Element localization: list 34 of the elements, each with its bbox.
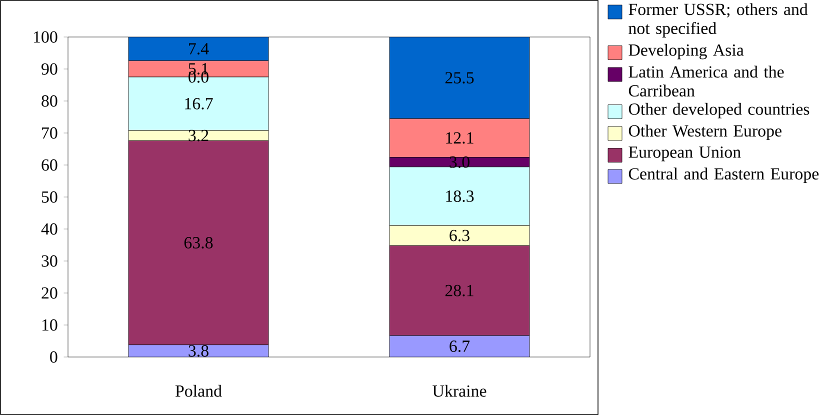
data-label: 6.7	[450, 340, 470, 352]
legend-label: Former USSR; others and not specified	[628, 3, 808, 38]
y-tick-label: 0	[50, 351, 58, 363]
data-label: 3.0	[450, 156, 470, 168]
y-tick-label: 100	[34, 31, 58, 43]
y-tick-label: 10	[42, 319, 58, 331]
data-label: 7.4	[189, 43, 209, 55]
y-tick-label: 50	[42, 191, 58, 203]
legend-label: Central and Eastern Europe	[628, 168, 819, 184]
data-label: 6.3	[450, 230, 470, 242]
legend-label: European Union	[628, 146, 741, 162]
legend-label: Other Western Europe	[628, 124, 782, 140]
data-label: 12.1	[446, 132, 474, 144]
data-label: 3.2	[188, 130, 208, 142]
bar	[128, 344, 269, 357]
bar	[389, 335, 530, 357]
data-label: 28.1	[445, 284, 474, 296]
legend-label: Other developed countries	[628, 102, 810, 118]
x-tick-label: Ukraine	[432, 384, 486, 397]
y-tick-label: 30	[42, 255, 58, 267]
y-tick-label: 40	[41, 223, 58, 235]
y-tick-label: 20	[42, 287, 58, 299]
data-label: 25.5	[445, 72, 474, 84]
y-tick-label: 90	[42, 63, 58, 75]
y-tick-label: 70	[42, 127, 58, 139]
data-label: 3.8	[188, 345, 208, 357]
y-tick-label: 60	[42, 159, 58, 171]
data-label: 16.7	[185, 98, 213, 110]
legend-label: Developing Asia	[628, 44, 744, 60]
data-label: 18.3	[446, 190, 474, 202]
legend-label: Latin America and the Carribean	[628, 66, 784, 97]
data-label: 63.8	[184, 237, 213, 249]
y-tick-label: 80	[42, 95, 58, 107]
x-tick-label: Poland	[175, 384, 222, 397]
